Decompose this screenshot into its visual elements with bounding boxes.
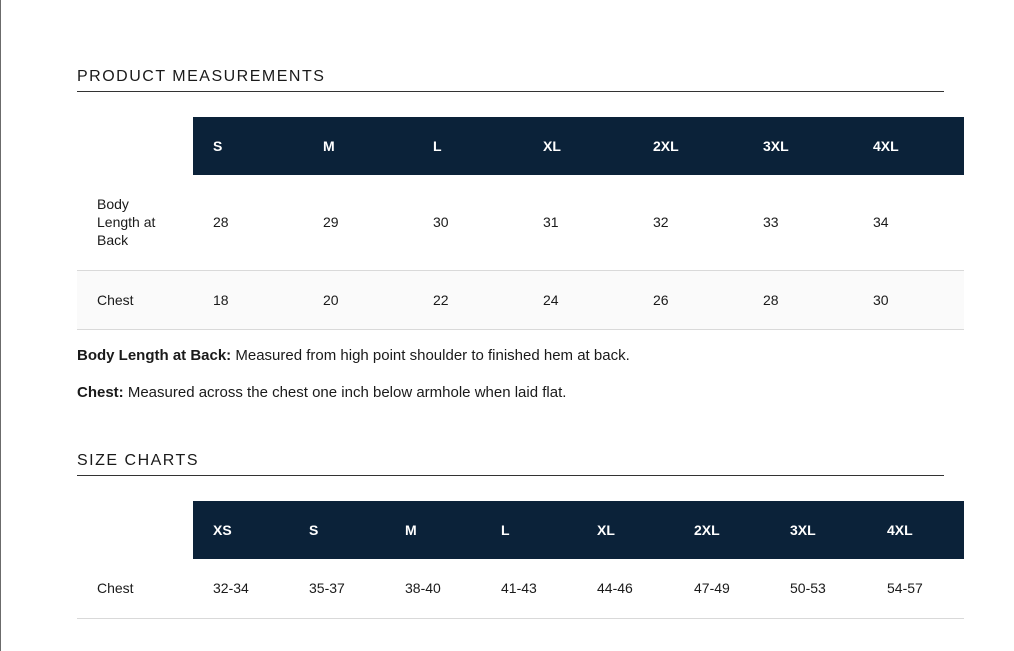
size-header-cell: M	[303, 117, 413, 175]
row-label-chest: Chest	[77, 270, 193, 330]
table-cell: 26	[633, 270, 743, 330]
table-cell: 41-43	[481, 559, 577, 619]
size-charts-table: XS S M L XL 2XL 3XL 4XL Chest 32-34 35-3…	[77, 501, 964, 619]
size-header-cell: 3XL	[770, 501, 867, 559]
size-header-cell: 4XL	[867, 501, 964, 559]
table-cell: 20	[303, 270, 413, 330]
size-charts-title: SIZE CHARTS	[77, 452, 199, 469]
size-header-cell: 2XL	[674, 501, 770, 559]
size-header-cell: XL	[523, 117, 633, 175]
size-header-cell: 2XL	[633, 117, 743, 175]
size-header-cell: L	[481, 501, 577, 559]
table-cell: 29	[303, 175, 413, 271]
table-cell: 18	[193, 270, 303, 330]
table-cell: 32-34	[193, 559, 289, 619]
header-corner-cell	[77, 501, 193, 559]
size-header-cell: 3XL	[743, 117, 853, 175]
table-cell: 33	[743, 175, 853, 271]
table-cell: 31	[523, 175, 633, 271]
table-row: Chest 18 20 22 24 26 28 30	[77, 270, 964, 330]
size-charts-rule	[77, 475, 944, 476]
table-cell: 28	[743, 270, 853, 330]
note-body-length: Body Length at Back: Measured from high …	[77, 347, 630, 364]
product-measurements-rule	[77, 91, 944, 92]
table-row: Chest 32-34 35-37 38-40 41-43 44-46 47-4…	[77, 559, 964, 619]
table-cell: 50-53	[770, 559, 867, 619]
table-header-row: XS S M L XL 2XL 3XL 4XL	[77, 501, 964, 559]
size-header-cell: L	[413, 117, 523, 175]
size-header-cell: S	[289, 501, 385, 559]
table-cell: 38-40	[385, 559, 481, 619]
table-cell: 30	[853, 270, 964, 330]
table-cell: 24	[523, 270, 633, 330]
table-cell: 28	[193, 175, 303, 271]
note-term: Chest:	[77, 384, 124, 401]
product-measurements-table: S M L XL 2XL 3XL 4XL Body Length at Back…	[77, 117, 964, 330]
table-cell: 34	[853, 175, 964, 271]
size-header-cell: S	[193, 117, 303, 175]
table-cell: 44-46	[577, 559, 674, 619]
table-cell: 35-37	[289, 559, 385, 619]
product-measurements-title: PRODUCT MEASUREMENTS	[77, 68, 326, 85]
note-term: Body Length at Back:	[77, 347, 232, 364]
table-row: Body Length at Back 28 29 30 31 32 33 34	[77, 175, 964, 271]
note-chest: Chest: Measured across the chest one inc…	[77, 384, 566, 401]
page-left-border	[0, 0, 1, 651]
row-label-chest: Chest	[77, 559, 193, 619]
table-cell: 47-49	[674, 559, 770, 619]
size-header-cell: 4XL	[853, 117, 964, 175]
size-header-cell: XL	[577, 501, 674, 559]
table-header-row: S M L XL 2XL 3XL 4XL	[77, 117, 964, 175]
size-header-cell: M	[385, 501, 481, 559]
table-cell: 22	[413, 270, 523, 330]
note-text: Measured from high point shoulder to fin…	[231, 347, 630, 364]
size-header-cell: XS	[193, 501, 289, 559]
table-cell: 30	[413, 175, 523, 271]
table-cell: 32	[633, 175, 743, 271]
header-corner-cell	[77, 117, 193, 175]
row-label-body-length: Body Length at Back	[77, 175, 193, 271]
table-cell: 54-57	[867, 559, 964, 619]
note-text: Measured across the chest one inch below…	[123, 384, 567, 401]
